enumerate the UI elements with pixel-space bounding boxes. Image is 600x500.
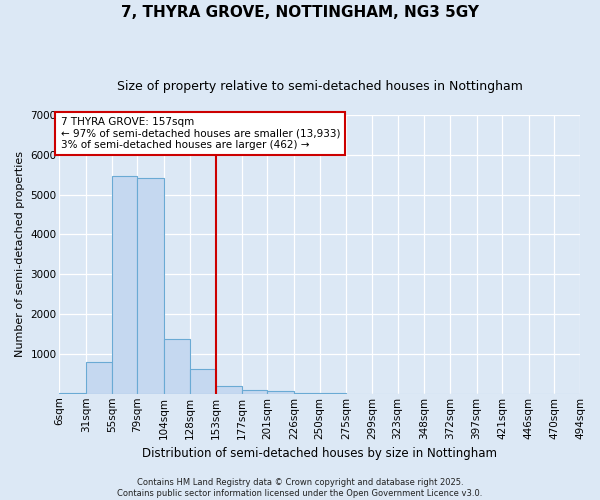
Bar [216,386,242,394]
Text: Contains HM Land Registry data © Crown copyright and database right 2025.
Contai: Contains HM Land Registry data © Crown c… [118,478,482,498]
Bar [59,392,86,394]
Title: Size of property relative to semi-detached houses in Nottingham: Size of property relative to semi-detach… [117,80,523,93]
Bar [86,362,112,394]
Bar [190,369,216,394]
Text: 7, THYRA GROVE, NOTTINGHAM, NG3 5GY: 7, THYRA GROVE, NOTTINGHAM, NG3 5GY [121,5,479,20]
Text: 7 THYRA GROVE: 157sqm
← 97% of semi-detached houses are smaller (13,933)
3% of s: 7 THYRA GROVE: 157sqm ← 97% of semi-deta… [61,117,340,150]
Bar [242,390,268,394]
Bar [294,392,320,394]
Bar [137,178,164,394]
Bar [164,339,190,394]
Bar [112,176,137,394]
Bar [268,392,294,394]
X-axis label: Distribution of semi-detached houses by size in Nottingham: Distribution of semi-detached houses by … [142,447,497,460]
Y-axis label: Number of semi-detached properties: Number of semi-detached properties [15,152,25,358]
